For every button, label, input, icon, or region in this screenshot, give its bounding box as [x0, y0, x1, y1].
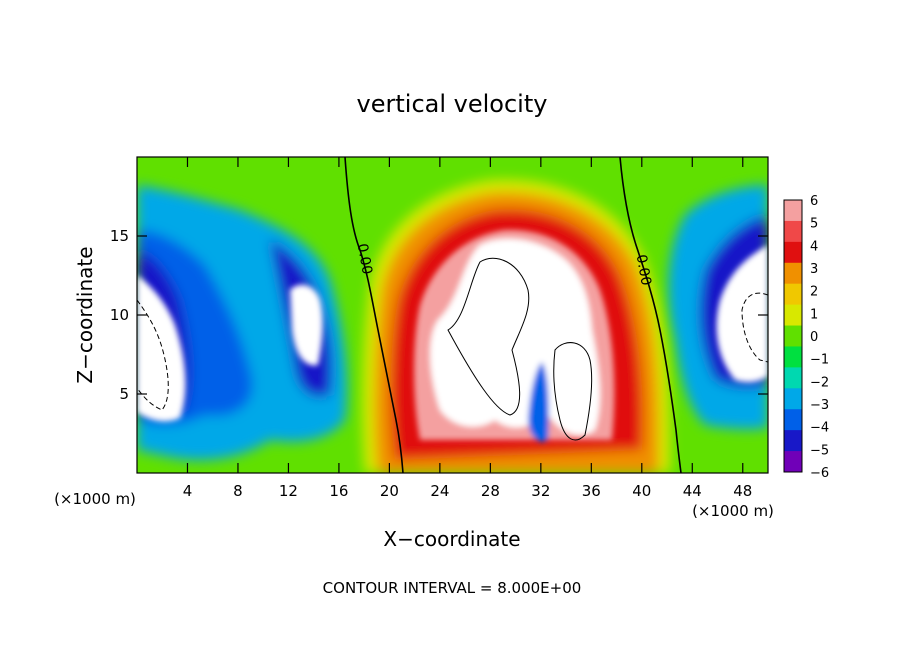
colorbar-swatch [784, 262, 802, 285]
x-tick-label: 16 [329, 482, 348, 500]
patch-mid-left [290, 284, 323, 366]
x-tick-label: 44 [683, 482, 702, 500]
x-tick-label: 48 [733, 482, 752, 500]
colorbar-frame [783, 199, 803, 473]
x-tick-label: 40 [632, 482, 651, 500]
colorbar-swatch [784, 200, 802, 222]
colorbar-swatch [784, 409, 802, 431]
contour-label: 0.00 [354, 242, 375, 275]
colorbar-swatch [784, 220, 802, 243]
colorbar-tick-label: 2 [810, 285, 818, 300]
x-tick-label: 20 [380, 482, 399, 500]
colorbar-swatch [784, 346, 802, 368]
colorbar-swatch [784, 388, 802, 410]
x-tick-label: 4 [183, 482, 193, 500]
footer-text: CONTOUR INTERVAL = 8.000E+00 [323, 579, 582, 597]
patch-right [716, 245, 768, 383]
colorbar-swatch [784, 241, 802, 264]
colorbar-swatch [784, 451, 802, 473]
colorbar-tick-label: −4 [810, 421, 829, 436]
min-contour-right [741, 292, 768, 363]
colorbar: 6 5 4 3 2 1 0 −1 −2 −3 −4 −5 −6 [783, 194, 829, 481]
max-contour-updraft-right [553, 342, 593, 441]
updraft-blue-filament [528, 362, 549, 442]
y-tick-label: 15 [110, 227, 129, 245]
x-tick-label: 36 [582, 482, 601, 500]
contour-labels: 0.00 0.00 [354, 242, 654, 287]
x-axis-title: X−coordinate [383, 527, 520, 551]
contour-label: 0.00 [633, 253, 654, 286]
x-tick-label: 28 [481, 482, 500, 500]
colorbar-tick-label: 4 [810, 239, 818, 254]
colorbar-tick-label: −3 [810, 398, 829, 413]
colorbar-tick-label: 6 [810, 194, 818, 209]
colorbar-tick-label: 5 [810, 217, 818, 232]
colorbar-tick-label: −1 [810, 353, 829, 368]
zero-contour-left [344, 157, 404, 473]
x-axis: 4 8 12 16 20 24 28 32 36 40 44 48 [183, 157, 752, 500]
colorbar-tick-label: −5 [810, 443, 829, 458]
x-tick-label: 12 [279, 482, 298, 500]
colorbar-tick-label: −2 [810, 375, 829, 390]
updraft-inner [414, 229, 615, 442]
colorbar-swatch [784, 325, 802, 347]
colorbar-tick-label: −6 [810, 466, 829, 481]
colorbar-swatch [784, 304, 802, 327]
y-tick-label: 10 [110, 306, 129, 324]
y-axis: 5 10 15 [110, 227, 768, 403]
updraft-white-core [430, 238, 601, 435]
colorbar-swatch [784, 367, 802, 389]
y-axis-title: Z−coordinate [73, 246, 97, 383]
colorbar-tick-label: 3 [810, 262, 818, 277]
saturated-patches [137, 245, 768, 422]
colorbar-tick-label: 1 [810, 307, 818, 322]
x-unit-label-right: (×1000 m) [692, 502, 774, 520]
y-tick-label: 5 [119, 385, 129, 403]
plot-area [137, 157, 768, 473]
colorbar-swatch [784, 283, 802, 306]
x-tick-label: 32 [531, 482, 550, 500]
x-tick-label: 24 [430, 482, 449, 500]
patch-left [137, 275, 186, 422]
colorbar-swatch [784, 430, 802, 452]
colorbar-tick-label: 0 [810, 330, 818, 345]
zero-contour-right [619, 157, 682, 473]
x-tick-label: 8 [233, 482, 243, 500]
max-contour-updraft [447, 257, 530, 416]
chart-title: vertical velocity [357, 90, 548, 118]
x-unit-label: (×1000 m) [54, 490, 136, 508]
min-contour-left [137, 299, 169, 411]
